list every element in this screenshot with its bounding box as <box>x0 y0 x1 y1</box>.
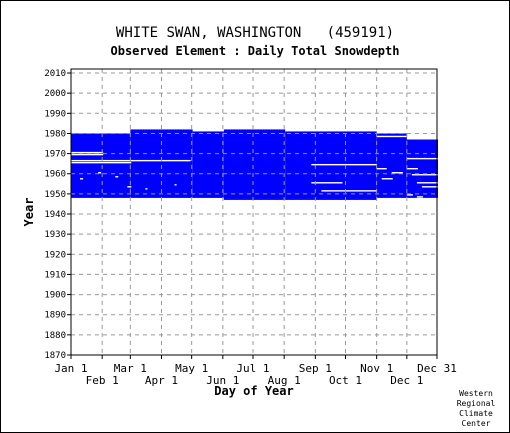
missing-segment-11 <box>98 172 102 174</box>
missing-segment-22 <box>416 196 423 198</box>
y-tick-label: 1900 <box>44 291 66 301</box>
x-tick-label: Nov 1 <box>360 362 393 375</box>
x-tick-label: Jun 1 <box>206 374 239 387</box>
x-tick-label: May 1 <box>175 362 208 375</box>
missing-segment-13 <box>145 188 148 190</box>
missing-segment-15 <box>376 167 387 170</box>
y-tick-label: 1970 <box>44 150 66 160</box>
x-tick-label: Aug 1 <box>268 374 301 387</box>
y-tick-label: 1890 <box>44 311 66 321</box>
credit-line: Climate <box>459 409 493 418</box>
chart-title: WHITE SWAN, WASHINGTON (459191) <box>115 25 395 41</box>
x-tick-label: Jan 1 <box>54 362 87 375</box>
y-tick-label: 1870 <box>44 351 66 361</box>
data-block-3 <box>223 129 286 200</box>
missing-segment-21 <box>406 194 413 196</box>
missing-segment-7 <box>311 182 343 184</box>
y-tick-label: 2000 <box>44 89 66 99</box>
x-tick-label: Dec 1 <box>390 374 423 387</box>
missing-segment-17 <box>411 174 439 176</box>
x-tick-label: Feb 1 <box>86 374 119 387</box>
missing-segment-18 <box>381 178 393 180</box>
missing-segment-19 <box>416 182 439 184</box>
missing-segment-14 <box>174 184 177 186</box>
y-tick-label: 1910 <box>44 270 66 280</box>
missing-segment-2 <box>71 159 191 162</box>
data-block-4 <box>285 131 377 200</box>
y-tick-label: 1940 <box>44 210 66 220</box>
data-block-1 <box>130 129 193 198</box>
wrcc-credit: Western Regional Climate Center <box>446 389 506 429</box>
plot-border <box>70 68 438 356</box>
data-block-5 <box>376 133 407 198</box>
x-tick-label: Apr 1 <box>145 374 178 387</box>
x-tick-label: Dec 31 <box>417 362 457 375</box>
y-tick-label: 1990 <box>44 109 66 119</box>
y-tick-label: 1880 <box>44 331 66 341</box>
missing-segment-3 <box>71 161 132 164</box>
missing-segment-1 <box>71 153 104 156</box>
y-tick-label: 1920 <box>44 250 66 260</box>
credit-line: Center <box>461 419 491 428</box>
grid-layer <box>71 69 437 355</box>
missing-segment-0 <box>71 151 104 154</box>
missing-segment-6 <box>311 163 377 166</box>
y-tick-label: 1980 <box>44 129 66 139</box>
x-tick-label: Jul 1 <box>236 362 269 375</box>
data-block-0 <box>71 133 131 198</box>
missing-segment-16 <box>391 172 403 174</box>
x-tick-label: Oct 1 <box>329 374 362 387</box>
y-tick-label: 1950 <box>44 190 66 200</box>
missing-segment-10 <box>115 176 119 178</box>
y-tick-label: 1930 <box>44 230 66 240</box>
data-block-2 <box>192 131 224 198</box>
missing-segment-20 <box>421 186 439 188</box>
missing-segment-4 <box>376 135 407 138</box>
missing-segment-9 <box>80 178 84 180</box>
missing-segment-8 <box>321 190 377 192</box>
missing-segment-12 <box>127 186 132 188</box>
x-axis-label: Day of Year <box>214 384 293 398</box>
x-tick-label: Mar 1 <box>114 362 147 375</box>
missing-segment-23 <box>406 167 418 170</box>
chart-subtitle: Observed Element : Daily Total Snowdepth <box>110 44 400 58</box>
credit-line: Western <box>459 389 493 398</box>
credit-line: Regional <box>456 399 496 408</box>
data-layer <box>71 129 439 200</box>
y-axis-label: Year <box>22 198 36 227</box>
missing-segment-5 <box>406 157 439 160</box>
x-tick-label: Sep 1 <box>299 362 332 375</box>
tick-layer: 1870 1880 1890 1900 1910 1920 1930 1940 1950 1960… <box>44 69 457 387</box>
y-tick-label: 2010 <box>44 69 66 79</box>
y-tick-label: 1960 <box>44 170 66 180</box>
